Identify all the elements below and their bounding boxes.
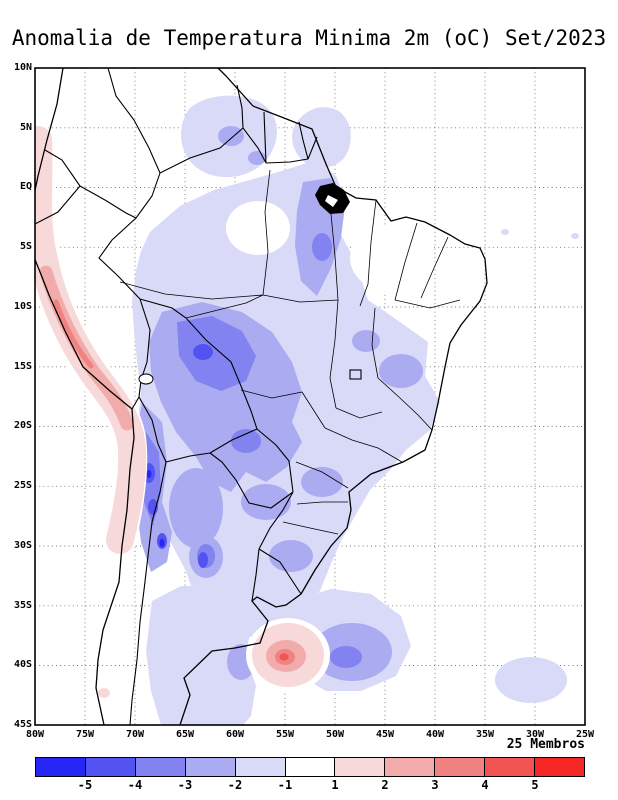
marajo-island xyxy=(325,195,338,207)
shade-pos-chiloe xyxy=(98,688,110,698)
colorbar-segment xyxy=(184,757,236,777)
country-borders xyxy=(35,68,318,725)
shade-pos3-coast xyxy=(53,299,94,369)
lon-tick-label: 65W xyxy=(175,729,195,740)
colorbar-segment xyxy=(84,757,136,777)
lon-tick-label: 30W xyxy=(525,729,545,740)
colorbar-tick-label: 4 xyxy=(481,778,489,792)
lon-tick-label: 55W xyxy=(275,729,295,740)
lake-titicaca xyxy=(138,373,154,385)
colorbar-segment xyxy=(384,757,436,777)
lat-tick-label: 10S xyxy=(13,301,32,312)
colorbar-tick-label: 3 xyxy=(431,778,439,792)
lon-tick-label: 80W xyxy=(25,729,45,740)
map-borders xyxy=(35,68,488,725)
lat-tick-label: 15S xyxy=(13,361,32,372)
lat-tick-label: 45S xyxy=(13,719,32,730)
shade-pos-atlantic xyxy=(252,623,324,687)
lat-tick-label: 10N xyxy=(13,62,32,73)
colorbar-segment xyxy=(334,757,386,777)
lat-tick-label: 5S xyxy=(19,241,32,252)
shade-neg5 xyxy=(146,470,165,547)
colorbar-segment xyxy=(434,757,486,777)
lon-tick-label: 60W xyxy=(225,729,245,740)
colorbar-segment xyxy=(484,757,536,777)
plot-frame xyxy=(34,67,586,726)
anomaly-shading xyxy=(35,95,579,725)
lon-tick-label: 25W xyxy=(575,729,595,740)
colorbar-segment xyxy=(534,757,585,777)
colorbar-tick-label: -4 xyxy=(127,778,143,792)
lat-tick-label: 20S xyxy=(13,420,32,431)
lat-tick-label: 25S xyxy=(13,480,32,491)
ensemble-members-label: 25 Membros xyxy=(506,737,585,752)
lat-tick-label: 40S xyxy=(13,659,32,670)
lon-tick-label: 40W xyxy=(425,729,445,740)
lon-tick-label: 50W xyxy=(325,729,345,740)
lon-tick-label: 70W xyxy=(125,729,145,740)
colorbar-segment xyxy=(234,757,286,777)
lon-tick-label: 35W xyxy=(475,729,495,740)
colorbar-segment xyxy=(35,757,86,777)
colorbar-segment xyxy=(134,757,186,777)
coastline xyxy=(35,68,135,725)
colorbar-tick-label: -1 xyxy=(277,778,293,792)
colorbar-tick-label: 2 xyxy=(381,778,389,792)
lat-tick-label: 5N xyxy=(19,122,32,133)
lat-tick-label: 30S xyxy=(13,540,32,551)
plot-title: Anomalia de Temperatura Minima 2m (oC) S… xyxy=(11,26,607,50)
lon-tick-label: 45W xyxy=(375,729,395,740)
colorbar-tick-label: 1 xyxy=(331,778,339,792)
colorbar-tick-label: 5 xyxy=(531,778,539,792)
colorbar xyxy=(35,757,585,777)
colorbar-tick-label: -3 xyxy=(177,778,193,792)
colorbar-segment xyxy=(284,757,336,777)
colorbar-tick-label: -2 xyxy=(227,778,243,792)
distrito-federal-box xyxy=(349,369,362,380)
lat-tick-label: 35S xyxy=(13,600,32,611)
lon-tick-label: 75W xyxy=(75,729,95,740)
lat-tick-label: EQ xyxy=(19,181,32,192)
state-borders xyxy=(119,169,461,535)
colorbar-tick-label: -5 xyxy=(77,778,93,792)
